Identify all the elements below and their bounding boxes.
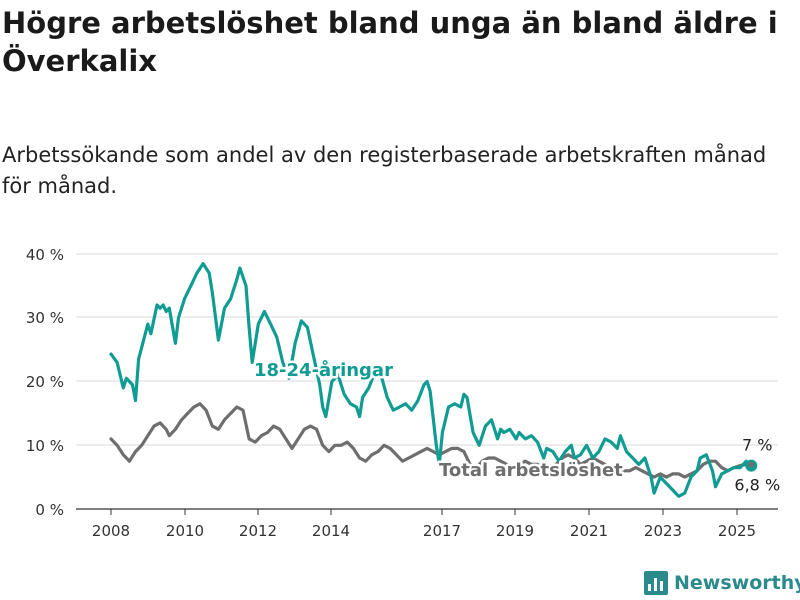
x-tick-label: 2014 xyxy=(312,522,350,540)
x-tick-label: 2010 xyxy=(166,522,204,540)
grid-lines xyxy=(76,253,778,446)
x-tick-label: 2017 xyxy=(423,522,461,540)
y-tick-label: 0 % xyxy=(35,501,64,519)
series-label-18-24: 18-24-åringar xyxy=(254,359,393,381)
x-tick-label: 2025 xyxy=(718,522,756,540)
newsworthy-brand: Newsworthy xyxy=(644,568,800,598)
y-tick-label: 30 % xyxy=(26,309,64,327)
series-line-total xyxy=(109,402,751,479)
axes: 0 % 10 % 20 % 30 % 40 % 2008 2010 2012 2014 2017 2… xyxy=(26,246,778,540)
end-label-total: 7 % xyxy=(742,435,772,454)
brand-name: Newsworthy xyxy=(674,572,800,594)
series-labels: 7 % 6,8 % 18-24-åringar Total arbetslöshet xyxy=(252,357,781,495)
x-tick-label: 2019 xyxy=(496,522,534,540)
chart-subtitle: Arbetssökande som andel av den registerb… xyxy=(2,143,767,198)
end-label-18-24: 6,8 % xyxy=(734,476,780,495)
series-label-total: Total arbetslöshet xyxy=(439,460,623,481)
x-tick-label: 2021 xyxy=(570,522,608,540)
x-tick-label: 2012 xyxy=(239,522,277,540)
y-tick-label: 20 % xyxy=(26,373,64,391)
y-tick-label: 40 % xyxy=(26,246,64,264)
y-tick-label: 10 % xyxy=(26,437,64,455)
series-lines xyxy=(109,262,758,498)
x-tick-label: 2008 xyxy=(92,522,130,540)
end-point-total xyxy=(748,461,755,468)
chart-title: Högre arbetslöshet bland unga än bland ä… xyxy=(2,6,778,78)
bar-chart-logo-icon xyxy=(644,571,668,595)
x-tick-label: 2023 xyxy=(644,522,682,540)
series-line-18-24 xyxy=(109,262,751,498)
